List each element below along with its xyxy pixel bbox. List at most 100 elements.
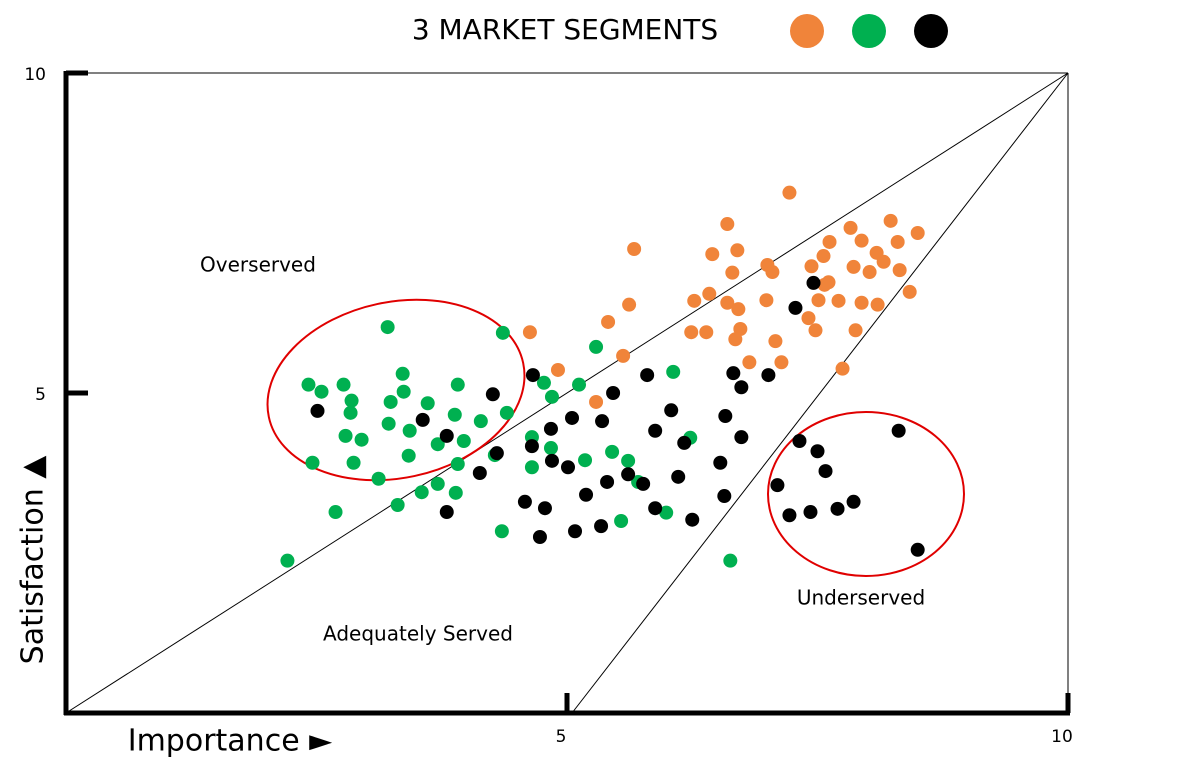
point: [831, 293, 846, 308]
point: [565, 410, 580, 425]
point: [818, 464, 833, 479]
point: [371, 471, 386, 486]
point: [517, 494, 532, 509]
point: [338, 428, 353, 443]
point: [782, 185, 797, 200]
point: [730, 243, 745, 258]
point: [742, 355, 757, 370]
point: [846, 259, 861, 274]
point: [595, 414, 610, 429]
annotation: Adequately Served: [323, 622, 513, 646]
segment-ellipse: [266, 298, 526, 482]
point: [718, 409, 733, 424]
point: [717, 489, 732, 504]
point: [854, 233, 869, 248]
point: [439, 505, 454, 520]
point: [310, 403, 325, 418]
point: [380, 320, 395, 335]
point: [328, 505, 343, 520]
point: [621, 467, 636, 482]
point: [734, 430, 749, 445]
point: [420, 396, 435, 411]
point: [808, 323, 823, 338]
point: [774, 355, 789, 370]
diagonal: [571, 72, 1069, 714]
point: [770, 478, 785, 493]
point: [640, 368, 655, 383]
point: [532, 530, 547, 544]
point: [699, 325, 714, 340]
point: [870, 297, 885, 312]
point: [396, 384, 411, 399]
point: [568, 524, 583, 539]
point: [314, 384, 329, 399]
point: [589, 339, 604, 354]
point: [720, 217, 735, 232]
point: [543, 441, 558, 456]
point: [485, 387, 500, 402]
point: [450, 377, 465, 392]
point: [902, 284, 917, 299]
point: [489, 446, 504, 461]
point: [854, 295, 869, 310]
point: [536, 375, 551, 390]
point: [677, 435, 692, 450]
point: [430, 437, 445, 452]
point: [346, 455, 361, 470]
diagonal: [65, 72, 1069, 714]
point: [456, 434, 471, 448]
point: [579, 487, 594, 502]
point: [723, 553, 738, 568]
point: [792, 434, 807, 448]
point: [473, 414, 488, 429]
point: [705, 247, 720, 262]
point: [578, 453, 593, 468]
point: [301, 377, 316, 392]
point: [803, 505, 818, 520]
point: [448, 485, 463, 500]
point: [768, 334, 783, 349]
point: [605, 444, 620, 459]
point: [890, 234, 905, 249]
point: [765, 265, 780, 280]
point: [383, 394, 398, 409]
point: [343, 405, 358, 420]
point: [561, 460, 576, 475]
point: [589, 394, 604, 409]
chart-title: 3 MARKET SEGMENTS: [412, 13, 718, 46]
point: [664, 403, 679, 418]
point: [544, 453, 559, 468]
point: [614, 514, 629, 528]
point: [759, 293, 774, 308]
point: [524, 460, 539, 475]
point: [495, 325, 510, 340]
point: [817, 277, 832, 292]
y-tick-label: 5: [35, 385, 46, 405]
point: [876, 254, 891, 269]
point: [354, 432, 369, 447]
point: [522, 325, 537, 340]
point: [734, 380, 749, 395]
point: [761, 368, 776, 383]
point: [336, 377, 351, 392]
point: [430, 476, 445, 491]
y-axis-label: Satisfaction ▲: [16, 456, 51, 665]
point: [782, 508, 797, 523]
point: [401, 448, 416, 463]
point: [381, 416, 396, 431]
point: [627, 242, 642, 256]
point: [666, 364, 681, 379]
point: [622, 297, 637, 312]
point: [659, 505, 674, 520]
point: [499, 405, 514, 420]
point: [891, 423, 906, 438]
point: [822, 234, 837, 249]
point: [804, 259, 819, 274]
point: [726, 366, 741, 381]
point: [816, 249, 831, 264]
point: [687, 293, 702, 308]
point: [788, 300, 803, 315]
point: [910, 542, 925, 557]
point: [450, 457, 465, 472]
